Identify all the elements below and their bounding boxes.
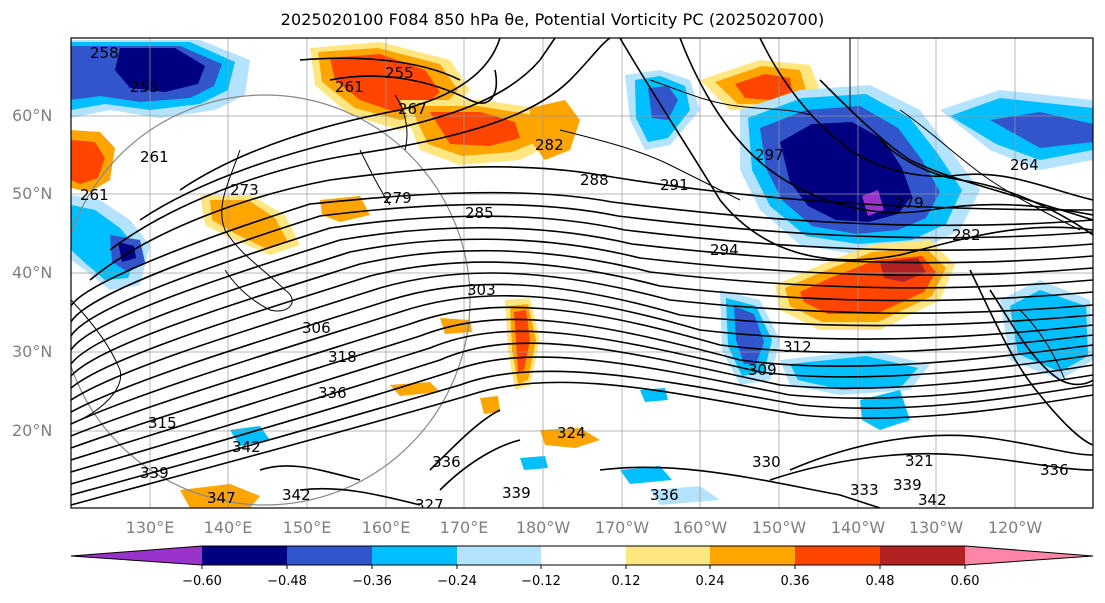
lat-label: 40°N — [12, 263, 53, 282]
grid-lines — [71, 38, 1093, 508]
colorbar-segment — [71, 546, 202, 565]
contour-label: 339 — [502, 484, 531, 502]
contour-label: 285 — [465, 204, 494, 222]
contour-label: 261 — [335, 78, 364, 96]
contour-label: 330 — [752, 453, 781, 471]
colorbar-segment — [795, 546, 880, 565]
contour-label: 303 — [467, 281, 496, 299]
contour-label: 321 — [905, 452, 934, 470]
contour-label: 291 — [660, 176, 689, 194]
contour-label: 342 — [918, 491, 947, 509]
contour-label: 342 — [232, 438, 261, 456]
colorbar-segment — [541, 546, 626, 565]
contour-label: 339 — [140, 464, 169, 482]
contour-label: 261 — [80, 186, 109, 204]
contour-label: 255 — [385, 64, 414, 82]
contour-label: 282 — [535, 136, 564, 154]
contour-label: 347 — [207, 489, 236, 507]
lat-label: 60°N — [12, 106, 53, 125]
contour-label: 264 — [1010, 156, 1039, 174]
contour-label: 336 — [318, 384, 347, 402]
lat-label: 30°N — [12, 342, 53, 361]
colorbar-segment — [457, 546, 541, 565]
map-frame — [70, 37, 1094, 509]
contour-label: 318 — [328, 348, 357, 366]
lon-label: 160°E — [361, 518, 411, 537]
contour-label: 339 — [893, 476, 922, 494]
colorbar-tick-label: −0.36 — [352, 574, 392, 589]
colorbar-tick-label: 0.48 — [865, 574, 895, 589]
contour-label: 336 — [432, 453, 461, 471]
lon-label: 130°E — [125, 518, 175, 537]
lon-label: 150°W — [751, 518, 807, 537]
lon-label: 170°W — [594, 518, 650, 537]
colorbar-tick-label: 0.12 — [611, 574, 641, 589]
lon-label: 140°E — [203, 518, 253, 537]
lat-label: 50°N — [12, 184, 53, 203]
contour-label: 327 — [415, 496, 444, 514]
contour-label: 333 — [850, 481, 879, 499]
lon-label: 180°W — [515, 518, 571, 537]
colorbar-segment — [965, 546, 1093, 565]
pv-shading — [71, 40, 1093, 508]
lon-label: 170°E — [439, 518, 489, 537]
contour-label: 273 — [230, 181, 259, 199]
colorbar-segment — [880, 546, 965, 565]
contour-label: 258 — [90, 44, 119, 62]
contour-label: 312 — [783, 338, 812, 356]
contour-label: 255 — [130, 78, 159, 96]
lon-label: 150°E — [282, 518, 332, 537]
contour-label: 306 — [302, 319, 331, 337]
contour-labels: 258 255 261 255 267 261 261 273 279 282 … — [80, 44, 1069, 514]
lon-label: 130°W — [908, 518, 964, 537]
colorbar-tick-label: 0.24 — [695, 574, 725, 589]
contour-label: 261 — [140, 148, 169, 166]
contour-label: 279 — [383, 189, 412, 207]
colorbar-segment — [202, 546, 287, 565]
colorbar-segment — [626, 546, 710, 565]
colorbar-tick-label: −0.12 — [521, 574, 561, 589]
lon-label: 160°W — [672, 518, 728, 537]
contour-label: 288 — [580, 171, 609, 189]
colorbar-tick-label: 0.60 — [950, 574, 980, 589]
contour-label: 294 — [710, 241, 739, 259]
coastlines — [71, 79, 1081, 421]
contour-label: 297 — [755, 146, 784, 164]
contour-label: 282 — [952, 226, 981, 244]
colorbar — [70, 545, 1094, 569]
contour-label: 342 — [282, 486, 311, 504]
contour-label: 336 — [650, 486, 679, 504]
contour-label: 324 — [557, 424, 586, 442]
colorbar-segment — [287, 546, 372, 565]
colorbar-segment — [372, 546, 457, 565]
colorbar-tick-label: −0.24 — [437, 574, 477, 589]
colorbar-tick-label: −0.48 — [267, 574, 307, 589]
map-field: 258 255 261 255 267 261 261 273 279 282 … — [71, 38, 1093, 514]
lon-label: 140°W — [830, 518, 886, 537]
contour-label: 315 — [148, 414, 177, 432]
contour-label: 309 — [748, 361, 777, 379]
colorbar-segment — [710, 546, 795, 565]
range-circle — [71, 94, 471, 506]
contour-label: 267 — [398, 100, 427, 118]
lon-label: 120°W — [987, 518, 1043, 537]
contour-label: 336 — [1040, 461, 1069, 479]
lat-label: 20°N — [12, 421, 53, 440]
colorbar-tick-label: 0.36 — [780, 574, 810, 589]
theta-e-contours — [71, 38, 1093, 508]
map-title: 2025020100 F084 850 hPa θe, Potential Vo… — [280, 10, 825, 29]
contour-label: 279 — [895, 194, 924, 212]
colorbar-tick-label: −0.60 — [182, 574, 222, 589]
